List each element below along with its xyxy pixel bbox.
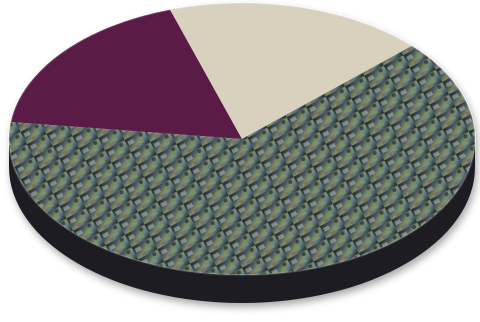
pie-slice — [169, 2, 412, 139]
pie-side — [9, 139, 475, 303]
pie-slice — [10, 9, 242, 140]
pie-slice — [8, 45, 476, 275]
gloss — [8, 2, 476, 276]
pie — [8, 2, 476, 303]
